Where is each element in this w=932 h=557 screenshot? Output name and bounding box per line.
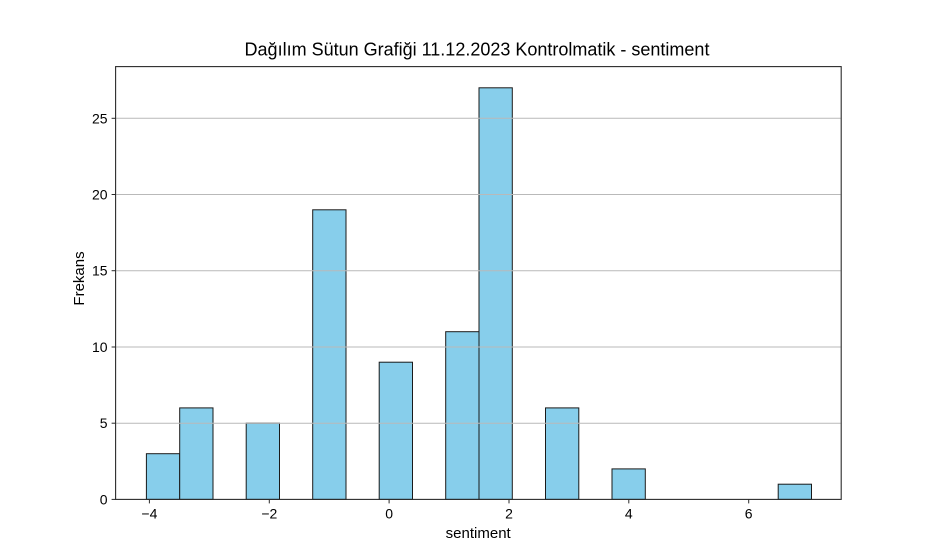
svg-text:Frekans: Frekans xyxy=(71,251,88,305)
svg-text:2: 2 xyxy=(505,506,513,522)
svg-text:4: 4 xyxy=(625,506,633,522)
svg-text:6: 6 xyxy=(745,506,753,522)
svg-text:0: 0 xyxy=(385,506,393,522)
svg-text:5: 5 xyxy=(100,415,108,431)
svg-text:15: 15 xyxy=(92,263,108,279)
svg-text:10: 10 xyxy=(92,339,108,355)
svg-text:−4: −4 xyxy=(141,506,157,522)
svg-text:−2: −2 xyxy=(261,506,277,522)
svg-text:0: 0 xyxy=(100,491,108,507)
svg-text:25: 25 xyxy=(92,110,108,126)
svg-text:sentiment: sentiment xyxy=(446,525,512,542)
svg-text:Dağılım Sütun Grafiği 11.12.20: Dağılım Sütun Grafiği 11.12.2023 Kontrol… xyxy=(245,40,710,60)
svg-text:20: 20 xyxy=(92,187,108,203)
